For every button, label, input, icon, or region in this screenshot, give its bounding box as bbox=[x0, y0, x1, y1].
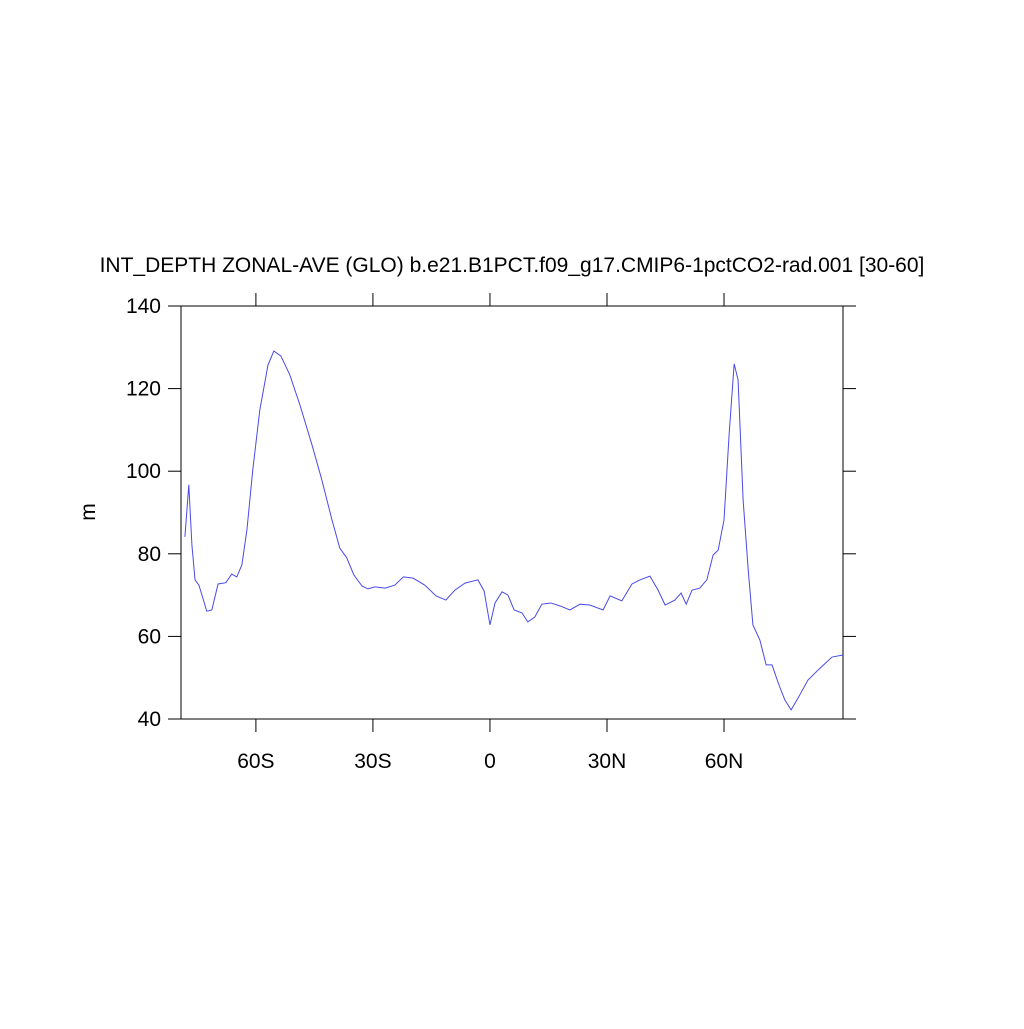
x-tick-label: 30S bbox=[354, 750, 391, 773]
y-tick-label: 60 bbox=[138, 625, 161, 648]
chart-title: INT_DEPTH ZONAL-AVE (GLO) b.e21.B1PCT.f0… bbox=[100, 254, 925, 277]
y-tick-label: 100 bbox=[126, 460, 161, 483]
x-tick-label: 30N bbox=[588, 750, 627, 773]
y-tick-label: 140 bbox=[126, 295, 161, 318]
y-tick-label: 40 bbox=[138, 708, 161, 731]
y-axis-label: m bbox=[77, 503, 100, 521]
plot-frame bbox=[180, 305, 844, 720]
x-tick-label: 0 bbox=[484, 750, 496, 773]
y-tick-label: 80 bbox=[138, 543, 161, 566]
x-tick-label: 60S bbox=[237, 750, 274, 773]
y-tick-label: 120 bbox=[126, 378, 161, 401]
x-tick-label: 60N bbox=[705, 750, 744, 773]
data-line bbox=[184, 350, 844, 711]
